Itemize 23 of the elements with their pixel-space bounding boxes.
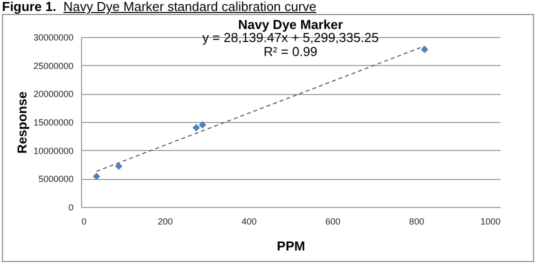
x-tick-label: 200 (158, 216, 173, 226)
y-tick-label: 20000000 (33, 89, 74, 100)
y-tick-label: 30000000 (33, 32, 74, 42)
x-tick-label: 400 (242, 216, 257, 226)
y-axis-title: Response (14, 91, 30, 154)
y-tick-label: 15000000 (33, 118, 74, 128)
point (420, 46, 428, 54)
point (198, 121, 206, 129)
point (92, 172, 100, 180)
x-tick-label: 800 (409, 216, 424, 226)
y-tick-label: 25000000 (33, 60, 74, 71)
y-tick-label: 5000000 (38, 174, 74, 184)
x-tick-label: 0 (82, 216, 87, 226)
caption: Figure 1. Navy Dye Marker standard calibration curve (2, 0, 316, 14)
chart-title: Navy Dye Marker (238, 17, 343, 32)
y-tick-label: 0 (68, 202, 74, 212)
point (192, 124, 200, 132)
x-tick-label: 1000 (480, 216, 500, 226)
x-tick-label: 600 (325, 216, 340, 226)
annotation: R² = 0.99 (264, 44, 318, 59)
y-tick-label: 10000000 (33, 146, 74, 156)
point (115, 162, 122, 170)
x-axis-title: PPM (276, 238, 306, 254)
